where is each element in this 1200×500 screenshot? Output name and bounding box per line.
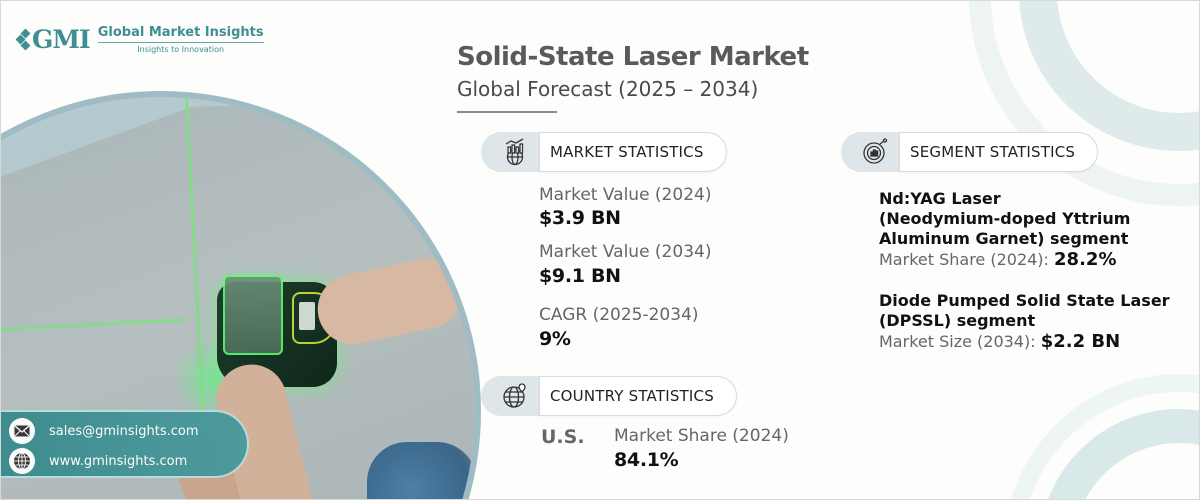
- page-subtitle: Global Forecast (2025 – 2034): [457, 77, 759, 101]
- market-statistics-heading: MARKET STATISTICS: [539, 132, 727, 172]
- device-screen: [299, 302, 315, 330]
- segment-2-title-line: (DPSSL) segment: [879, 311, 1036, 330]
- segment-1-metric: Market Share (2024): 28.2%: [879, 249, 1116, 270]
- segment-1-title-line: Aluminum Garnet) segment: [879, 229, 1129, 248]
- segment-statistics-header: SEGMENT STATISTICS: [841, 132, 1099, 172]
- segment-1-metric-label: Market Share (2024):: [879, 250, 1049, 269]
- segment-1-title-line: Nd:YAG Laser: [879, 189, 1001, 208]
- gmi-logo[interactable]: GMI Global Market Insights Insights to I…: [15, 25, 264, 54]
- segment-1-title: Nd:YAG Laser (Neodymium-doped Yttrium Al…: [879, 189, 1130, 249]
- photo-shoe: [367, 442, 475, 499]
- page-title: Solid-State Laser Market: [457, 42, 809, 72]
- segment-2-metric: Market Size (2034): $2.2 BN: [879, 331, 1120, 352]
- contact-website[interactable]: www.gminsights.com: [9, 448, 187, 474]
- country-statistics-header: COUNTRY STATISTICS: [481, 376, 737, 416]
- logo-gmi-text: GMI: [32, 25, 91, 54]
- contact-email[interactable]: sales@gminsights.com: [9, 418, 199, 444]
- market-value-2024-value: $3.9 BN: [539, 207, 621, 229]
- globe-icon: [9, 448, 35, 474]
- brand-tagline: Insights to Innovation: [137, 45, 225, 54]
- market-value-2024-label: Market Value (2024): [539, 185, 712, 205]
- chart-globe-icon: [481, 132, 545, 172]
- segment-1-metric-value: 28.2%: [1054, 249, 1117, 270]
- segment-pie-icon: [841, 132, 905, 172]
- market-statistics-header: MARKET STATISTICS: [481, 132, 727, 172]
- segment-2-title-line: Diode Pumped Solid State Laser: [879, 291, 1170, 310]
- segment-1-title-line: (Neodymium-doped Yttrium: [879, 209, 1131, 228]
- segment-2-metric-value: $2.2 BN: [1040, 331, 1121, 352]
- country-metric-value: 84.1%: [614, 449, 679, 471]
- envelope-icon: [9, 418, 35, 444]
- email-link[interactable]: sales@gminsights.com: [49, 423, 199, 439]
- logo-mark: GMI: [15, 25, 91, 54]
- cagr-value: 9%: [539, 328, 571, 350]
- contact-panel: sales@gminsights.com www.gminsights.com: [1, 410, 249, 478]
- website-link[interactable]: www.gminsights.com: [49, 453, 188, 469]
- logo-diamonds-icon: [15, 28, 31, 50]
- segment-2-metric-label: Market Size (2034):: [879, 332, 1036, 351]
- country-name: U.S.: [541, 426, 585, 448]
- country-statistics-heading: COUNTRY STATISTICS: [539, 376, 737, 416]
- title-divider: [457, 111, 557, 113]
- market-value-2034-label: Market Value (2034): [539, 242, 712, 262]
- laser-emitter: [223, 275, 283, 355]
- country-metric-label: Market Share (2024): [614, 426, 789, 446]
- globe-pin-icon: [481, 376, 545, 416]
- brand-name: Global Market Insights: [97, 25, 264, 43]
- logo-text: Global Market Insights Insights to Innov…: [97, 25, 264, 54]
- market-value-2034-value: $9.1 BN: [539, 265, 621, 287]
- cagr-label: CAGR (2025-2034): [539, 305, 699, 325]
- segment-2-title: Diode Pumped Solid State Laser (DPSSL) s…: [879, 291, 1170, 331]
- segment-statistics-heading: SEGMENT STATISTICS: [899, 132, 1099, 172]
